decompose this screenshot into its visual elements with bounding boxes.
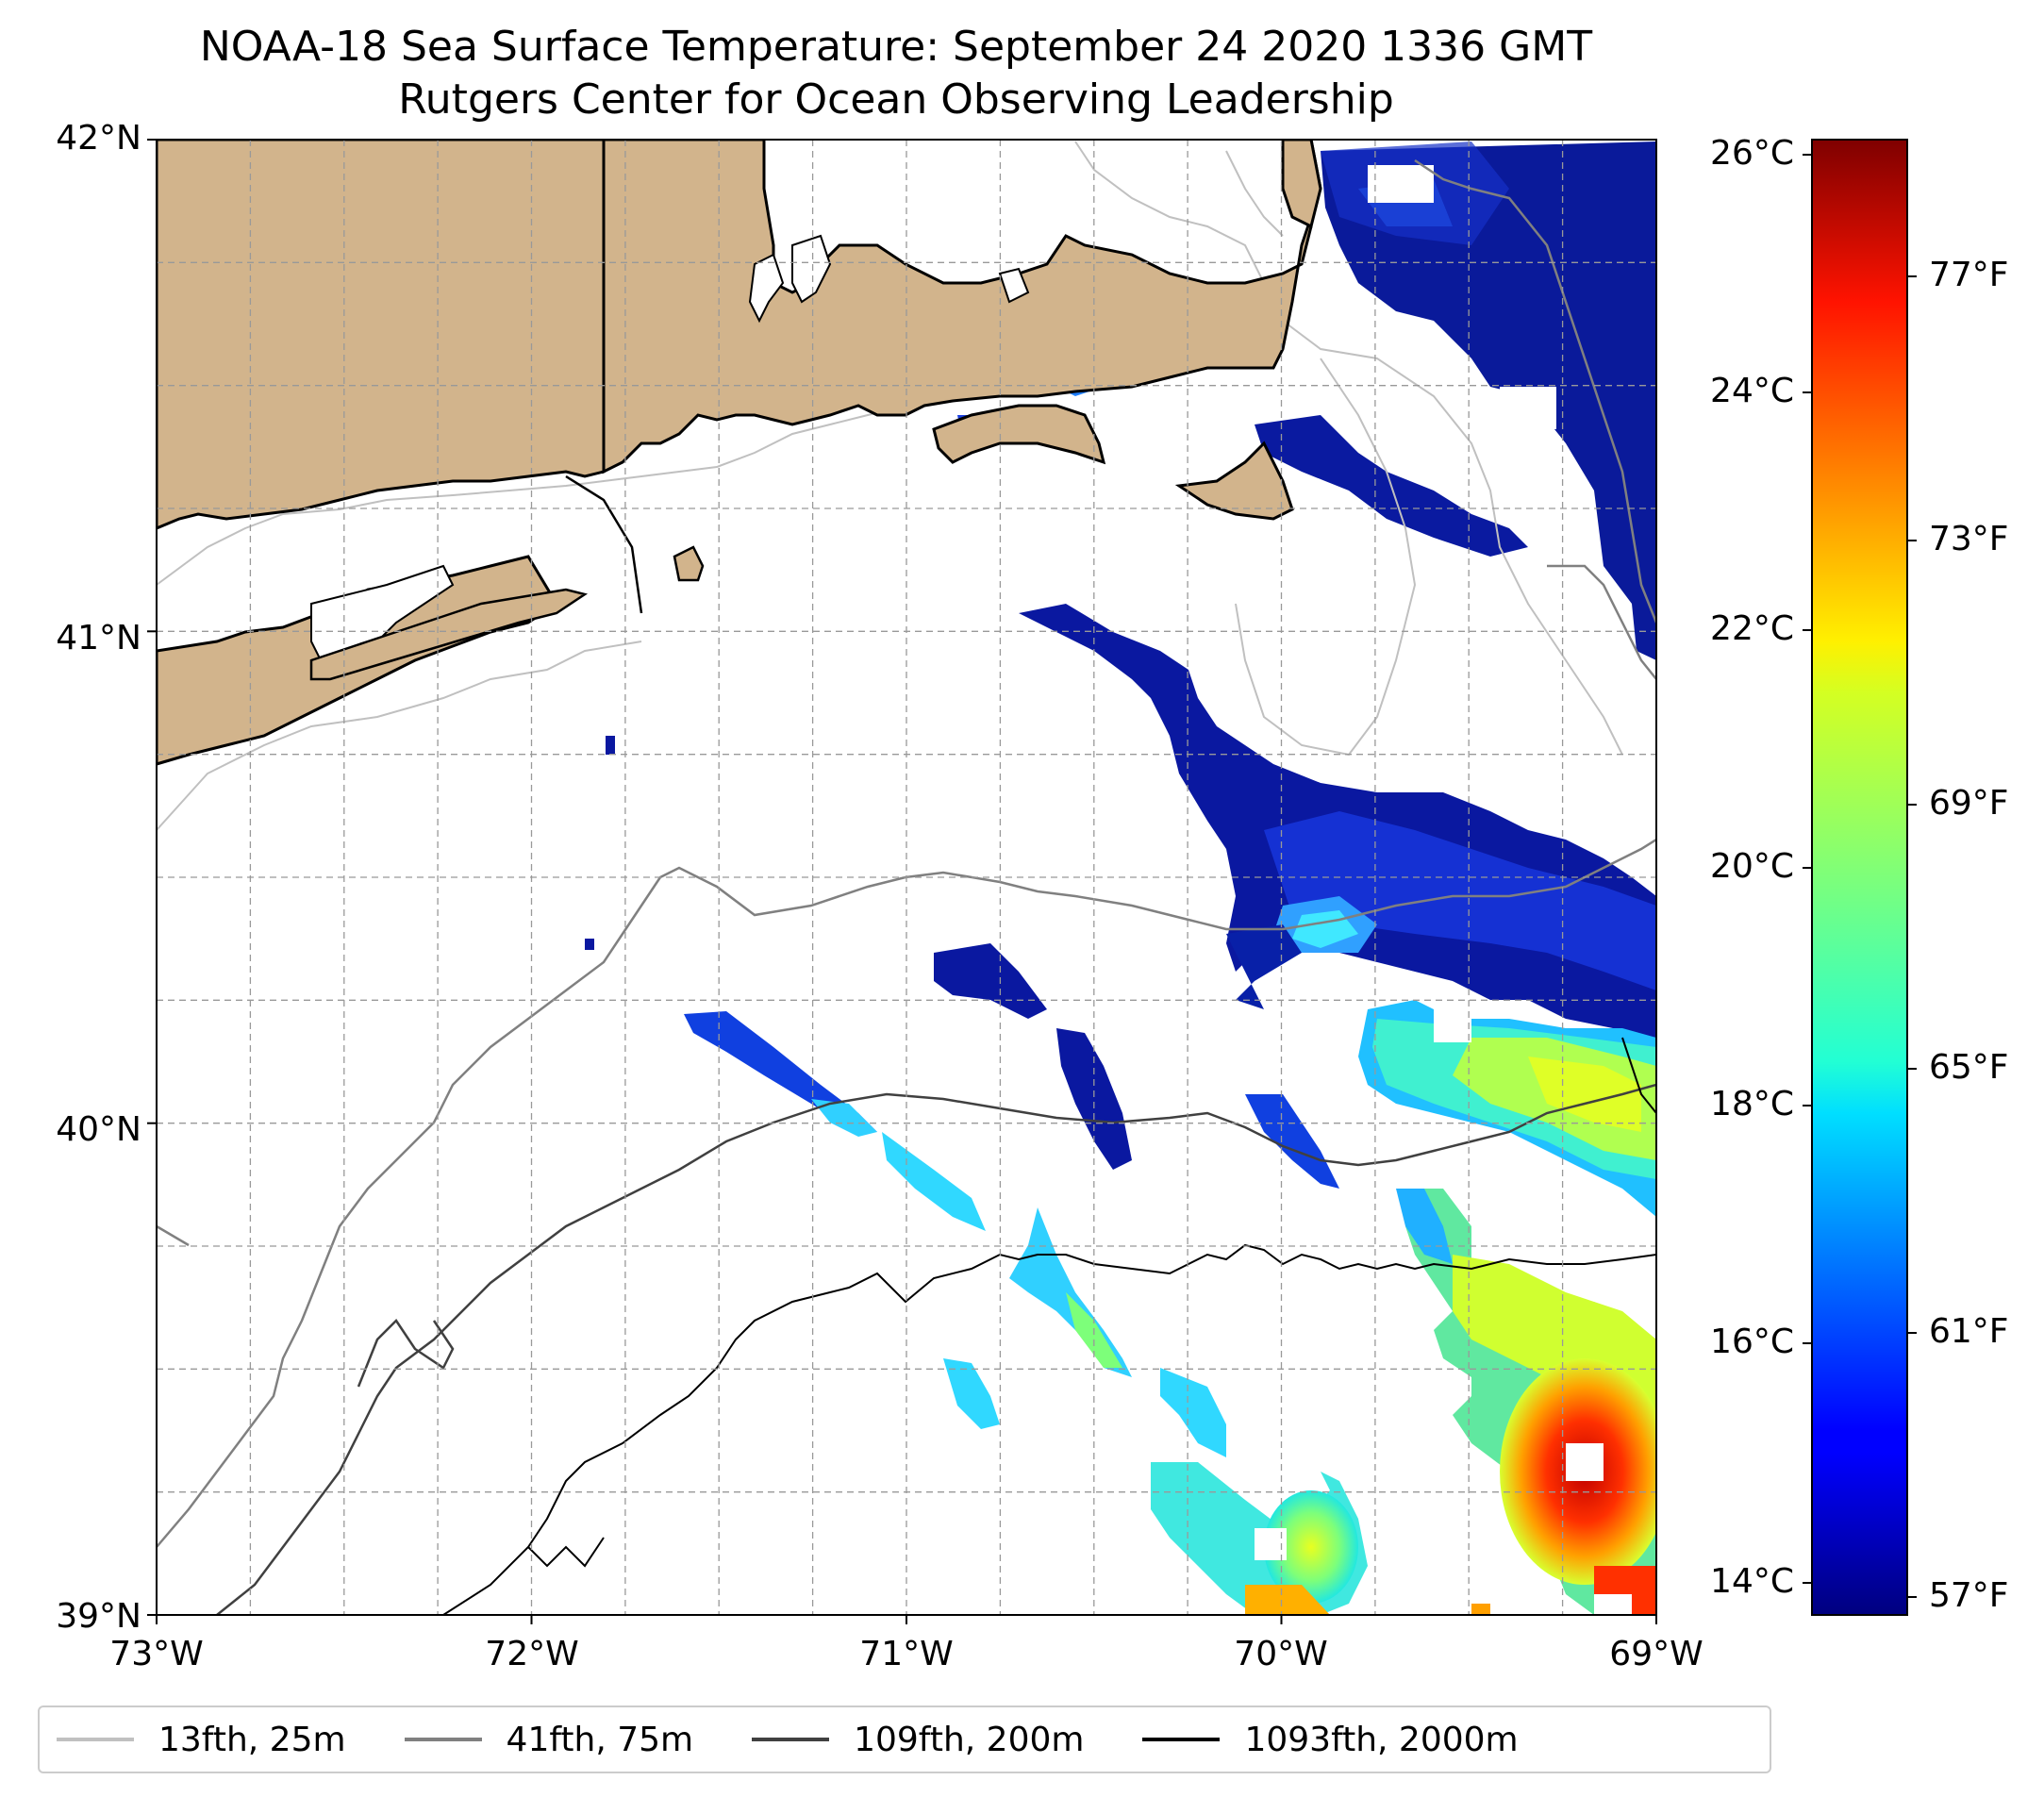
legend-item: 13fth, 25m xyxy=(57,1721,346,1759)
legend-label: 41fth, 75m xyxy=(506,1720,694,1759)
legend-item: 41fth, 75m xyxy=(404,1720,694,1759)
lat-label: 40°N xyxy=(56,1110,141,1149)
block-island xyxy=(673,545,705,582)
connecticut-shore xyxy=(157,140,606,530)
map-title: NOAA-18 Sea Surface Temperature: Septemb… xyxy=(199,23,1593,71)
colorbar-fahrenheit-label: 73°F xyxy=(1929,520,2009,558)
legend-swatch-2000m xyxy=(1142,1738,1221,1741)
colorbar-celsius-label: 24°C xyxy=(1710,372,1794,410)
contour-75m xyxy=(157,838,1656,1548)
lon-label: 69°W xyxy=(1609,1635,1703,1673)
legend-item: 1093fth, 2000m xyxy=(1142,1720,1519,1759)
colorbar-fahrenheit-label: 77°F xyxy=(1929,256,2009,294)
colorbar-ticks xyxy=(1803,154,1917,1598)
map-subtitle: Rutgers Center for Ocean Observing Leade… xyxy=(398,75,1394,124)
lon-label: 72°W xyxy=(485,1635,579,1673)
legend-label: 13fth, 25m xyxy=(158,1720,346,1759)
lat-label: 39°N xyxy=(56,1597,141,1636)
graticule xyxy=(157,140,1656,1615)
legend-swatch-200m xyxy=(752,1738,830,1741)
sst-cold-band xyxy=(1019,604,1656,1047)
contour-25m xyxy=(157,376,982,586)
lat-label: 42°N xyxy=(56,119,141,158)
nantucket xyxy=(1174,441,1294,521)
colorbar-celsius-label: 20°C xyxy=(1710,847,1794,886)
colorbar-fahrenheit-label: 65°F xyxy=(1929,1048,2009,1087)
legend-item: 109fth, 200m xyxy=(752,1721,1084,1759)
colorbar-celsius-label: 26°C xyxy=(1710,134,1794,173)
marthas-vineyard xyxy=(932,404,1106,465)
colorbar-fahrenheit-label: 61°F xyxy=(1929,1312,2009,1351)
colorbar-celsius-label: 22°C xyxy=(1710,609,1794,648)
lat-label: 41°N xyxy=(56,619,141,657)
lon-label: 70°W xyxy=(1234,1635,1328,1673)
contour-2000m xyxy=(442,1243,1656,1615)
cape-cod xyxy=(1281,140,1322,229)
contour-200m xyxy=(216,1083,1656,1615)
lon-label: 71°W xyxy=(859,1635,954,1673)
sst-data-gaps xyxy=(1368,165,1556,1042)
lon-label: 73°W xyxy=(109,1635,204,1673)
state-border xyxy=(565,474,643,614)
colorbar-celsius-label: 18°C xyxy=(1710,1085,1794,1123)
colorbar-celsius-label: 14°C xyxy=(1710,1562,1794,1601)
map-content xyxy=(157,140,1656,1615)
legend-swatch-25m xyxy=(57,1738,134,1741)
bathymetry-contours xyxy=(157,141,1656,1615)
legend-label: 109fth, 200m xyxy=(854,1720,1085,1759)
land xyxy=(157,140,1322,766)
sst-warm-region xyxy=(1358,1000,1656,1615)
colorbar-celsius-label: 16°C xyxy=(1710,1323,1794,1361)
colorbar-fahrenheit-label: 57°F xyxy=(1929,1576,2009,1615)
colorbar xyxy=(1811,139,1908,1616)
depth-legend: 13fth, 25m 41fth, 75m 109fth, 200m 1093f… xyxy=(38,1705,1771,1773)
colorbar-fahrenheit-label: 69°F xyxy=(1929,784,2009,823)
legend-label: 1093fth, 2000m xyxy=(1244,1720,1519,1759)
sst-streaks xyxy=(684,943,1490,1615)
axis-ticks xyxy=(147,139,1657,1624)
legend-swatch-75m xyxy=(404,1738,482,1741)
